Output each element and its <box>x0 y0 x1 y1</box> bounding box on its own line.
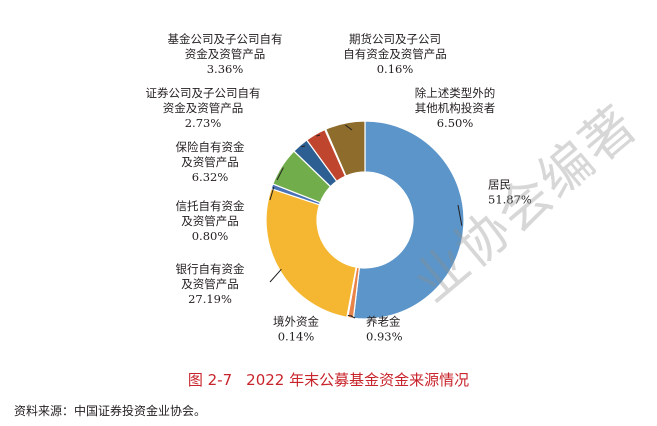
donut-slice <box>352 120 465 320</box>
leader-line <box>269 268 282 283</box>
slice-label: 保险自有资金及资管产品 6.32% <box>176 140 245 184</box>
slice-label: 境外资金 0.14% <box>273 315 319 344</box>
donut-slice <box>265 187 357 319</box>
leader-line <box>301 145 306 148</box>
leader-line <box>345 124 353 131</box>
slice-label: 银行自有资金及资管产品 27.19% <box>176 262 245 306</box>
slice-label: 证券公司及子公司自有资金及资管产品 2.73% <box>146 86 261 130</box>
leader-line <box>347 314 353 317</box>
figure-number: 图 2-7 <box>187 371 233 389</box>
slice-label: 除上述类型外的其他机构投资者 6.50% <box>415 86 496 130</box>
slice-label: 居民 51.87% <box>488 178 532 207</box>
leader-line <box>316 134 321 137</box>
leader-line <box>457 204 463 226</box>
leader-line <box>276 167 284 181</box>
slice-label: 信托自有资金及资管产品 0.80% <box>176 199 245 243</box>
chart-caption: 图 2-7 2022 年末公募基金资金来源情况 <box>0 369 657 390</box>
source-note: 资料来源：中国证券投资金业协会。 <box>14 404 207 418</box>
donut-slice <box>324 120 366 177</box>
slice-label: 期货公司及子公司自有资金及资管产品 0.16% <box>343 32 447 76</box>
leader-line <box>269 186 275 201</box>
chart-title: 2022 年末公募基金资金来源情况 <box>246 371 470 389</box>
slice-label: 养老金 0.93% <box>366 315 403 344</box>
slice-label: 基金公司及子公司自有资金及资管产品 3.36% <box>168 32 283 76</box>
